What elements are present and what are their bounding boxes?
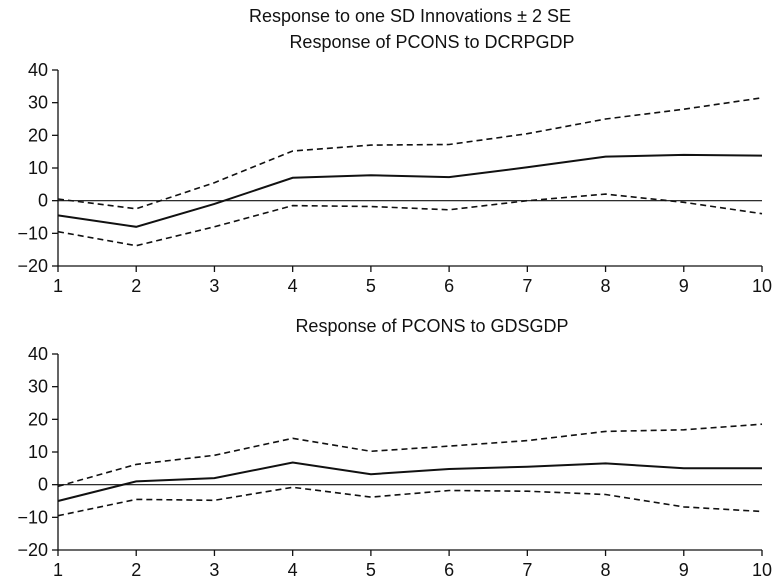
x-tick-label: 8 (601, 560, 611, 580)
y-tick-label: 10 (28, 158, 48, 178)
y-tick-label: 10 (28, 442, 48, 462)
x-tick-label: 1 (53, 560, 63, 580)
x-tick-label: 10 (752, 276, 772, 296)
panel-dcrpgdp: Response of PCONS to DCRPGDP 40 30 20 10 0 −10… (17, 32, 772, 296)
y-tick-label: 0 (38, 191, 48, 211)
lower-band-line (57, 486, 763, 517)
x-tick-label: 6 (444, 560, 454, 580)
x-tick-label: 4 (288, 276, 298, 296)
x-tick-label: 2 (131, 276, 141, 296)
x-tick-label: 9 (679, 276, 689, 296)
x-tick-label: 3 (209, 276, 219, 296)
y-tick-label: 30 (28, 377, 48, 397)
lower-band-line (57, 193, 763, 247)
y-tick-label: 40 (28, 60, 48, 80)
y-tick-label: −20 (17, 256, 48, 276)
x-tick-label: 3 (209, 560, 219, 580)
y-tick-label: −20 (17, 540, 48, 560)
response-line (57, 461, 762, 502)
response-line (57, 153, 763, 228)
x-tick-label: 6 (444, 276, 454, 296)
x-tick-label: 5 (366, 560, 376, 580)
upper-band-line (57, 423, 763, 488)
y-tick-label: 0 (38, 475, 48, 495)
x-tick-label: 7 (522, 276, 532, 296)
x-tick-label: 1 (53, 276, 63, 296)
x-tick-label: 9 (679, 560, 689, 580)
x-tick-label: 2 (131, 560, 141, 580)
panel-title: Response of PCONS to DCRPGDP (289, 32, 574, 52)
x-tick-label: 10 (752, 560, 772, 580)
figure-title: Response to one SD Innovations ± 2 SE (249, 6, 571, 26)
x-tick-label: 8 (601, 276, 611, 296)
panel-title: Response of PCONS to GDSGDP (295, 316, 568, 336)
y-tick-label: −10 (17, 223, 48, 243)
y-tick-label: 30 (28, 93, 48, 113)
x-tick-label: 5 (366, 276, 376, 296)
x-tick-label: 4 (288, 560, 298, 580)
y-tick-label: 20 (28, 409, 48, 429)
y-tick-label: 40 (28, 344, 48, 364)
panel-gdsgdp: Response of PCONS to GDSGDP 40 30 20 10 0 −10 −… (17, 316, 772, 580)
x-tick-label: 7 (522, 560, 532, 580)
y-tick-label: −10 (17, 507, 48, 527)
upper-band-line (57, 97, 763, 210)
y-tick-label: 20 (28, 125, 48, 145)
